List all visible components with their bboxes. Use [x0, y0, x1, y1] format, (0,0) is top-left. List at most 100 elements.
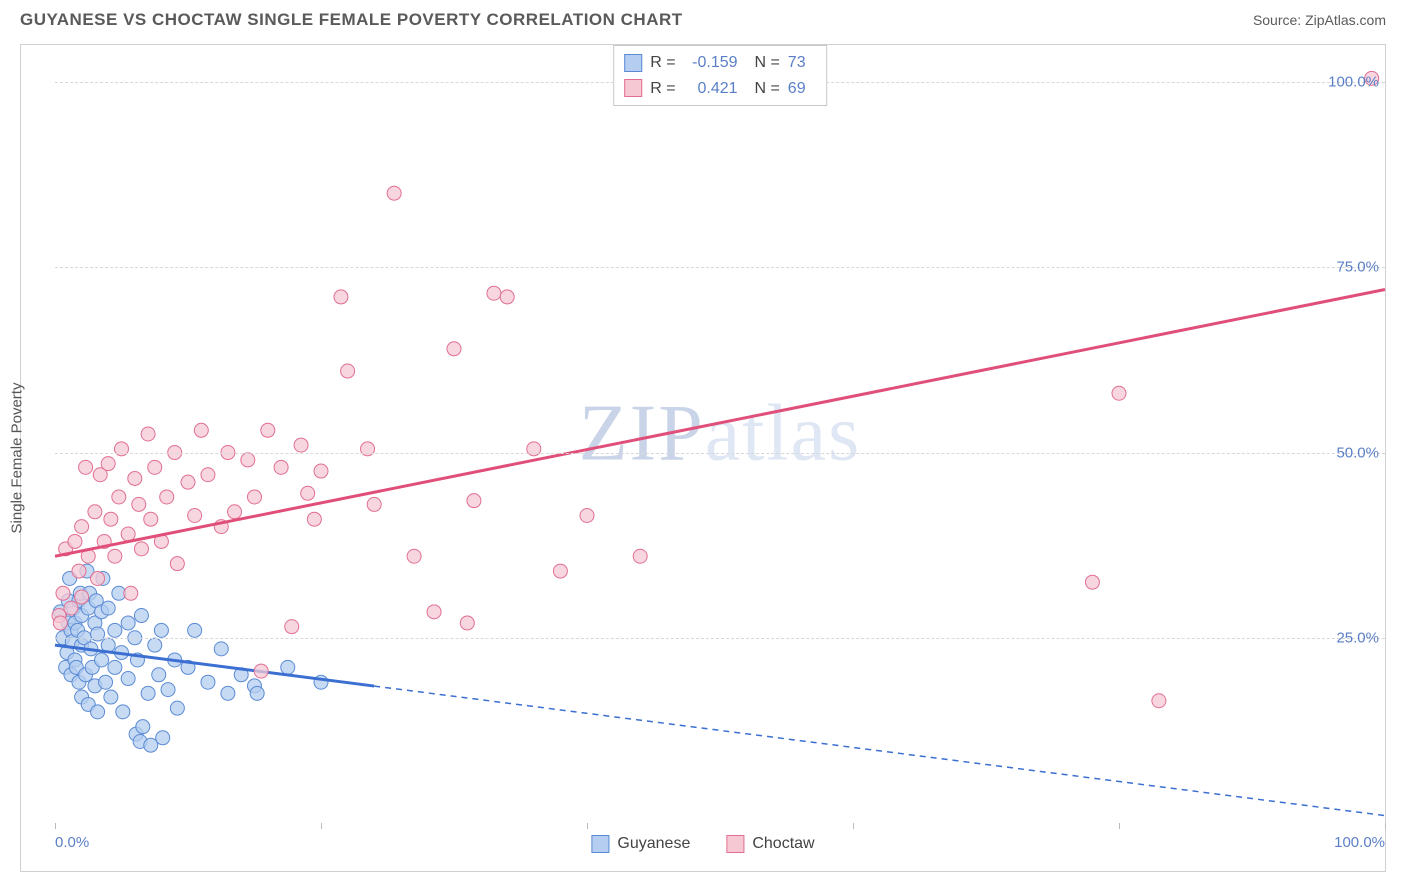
data-point — [91, 705, 105, 719]
data-point — [314, 464, 328, 478]
data-point — [160, 490, 174, 504]
data-point — [121, 616, 135, 630]
data-point — [307, 512, 321, 526]
data-point — [99, 675, 113, 689]
y-tick-label: 25.0% — [1336, 629, 1379, 646]
data-point — [241, 453, 255, 467]
r-value-guyanese: -0.159 — [684, 50, 738, 76]
legend-item-guyanese: Guyanese — [591, 835, 690, 853]
data-point — [281, 660, 295, 674]
data-point — [194, 423, 208, 437]
r-label: R = — [650, 50, 675, 76]
data-point — [115, 442, 129, 456]
data-point — [181, 475, 195, 489]
x-tick — [321, 823, 322, 829]
data-point — [447, 342, 461, 356]
scatter-svg — [55, 45, 1385, 823]
plot-area: ZIPatlas R = -0.159 N = 73 R = 0.421 N =… — [55, 45, 1385, 823]
data-point — [250, 686, 264, 700]
data-point — [188, 509, 202, 523]
data-point — [361, 442, 375, 456]
x-tick — [1119, 823, 1120, 829]
data-point — [75, 590, 89, 604]
legend-row-choctaw: R = 0.421 N = 69 — [624, 76, 816, 102]
data-point — [56, 586, 70, 600]
data-point — [301, 486, 315, 500]
x-tick-label: 0.0% — [55, 834, 89, 851]
trend-line-solid — [55, 290, 1385, 557]
legend-label: Guyanese — [617, 835, 690, 853]
data-point — [112, 490, 126, 504]
data-point — [214, 642, 228, 656]
data-point — [1085, 575, 1099, 589]
data-point — [156, 731, 170, 745]
data-point — [148, 638, 162, 652]
x-tick-label: 100.0% — [1334, 834, 1385, 851]
data-point — [254, 664, 268, 678]
data-point — [91, 571, 105, 585]
data-point — [1152, 694, 1166, 708]
data-point — [367, 497, 381, 511]
legend-row-guyanese: R = -0.159 N = 73 — [624, 50, 816, 76]
data-point — [152, 668, 166, 682]
data-point — [134, 542, 148, 556]
data-point — [228, 505, 242, 519]
source-attribution: Source: ZipAtlas.com — [1253, 12, 1386, 28]
data-point — [108, 549, 122, 563]
data-point — [633, 549, 647, 563]
x-tick — [1385, 823, 1386, 829]
n-value-choctaw: 69 — [788, 76, 816, 102]
y-tick-label: 75.0% — [1336, 259, 1379, 276]
data-point — [144, 738, 158, 752]
data-point — [108, 660, 122, 674]
x-tick — [587, 823, 588, 829]
data-point — [91, 627, 105, 641]
gridline-h — [55, 267, 1385, 268]
swatch-guyanese — [591, 835, 609, 853]
source-name: ZipAtlas.com — [1305, 12, 1386, 28]
swatch-choctaw — [726, 835, 744, 853]
data-point — [341, 364, 355, 378]
legend-item-choctaw: Choctaw — [726, 835, 814, 853]
data-point — [101, 457, 115, 471]
n-value-guyanese: 73 — [788, 50, 816, 76]
data-point — [68, 534, 82, 548]
data-point — [285, 620, 299, 634]
data-point — [170, 557, 184, 571]
data-point — [95, 653, 109, 667]
source-label: Source: — [1253, 12, 1301, 28]
data-point — [53, 616, 67, 630]
legend-label: Choctaw — [752, 835, 814, 853]
r-value-choctaw: 0.421 — [684, 76, 738, 102]
data-point — [134, 609, 148, 623]
data-point — [161, 683, 175, 697]
data-point — [101, 601, 115, 615]
data-point — [201, 468, 215, 482]
data-point — [154, 623, 168, 637]
data-point — [407, 549, 421, 563]
trend-line-dashed — [374, 686, 1385, 816]
data-point — [72, 564, 86, 578]
data-point — [580, 509, 594, 523]
series-legend: Guyanese Choctaw — [591, 835, 814, 853]
gridline-h — [55, 453, 1385, 454]
data-point — [527, 442, 541, 456]
data-point — [148, 460, 162, 474]
data-point — [201, 675, 215, 689]
data-point — [248, 490, 262, 504]
data-point — [487, 286, 501, 300]
data-point — [294, 438, 308, 452]
data-point — [132, 497, 146, 511]
data-point — [460, 616, 474, 630]
chart-header: GUYANESE VS CHOCTAW SINGLE FEMALE POVERT… — [0, 0, 1406, 38]
data-point — [500, 290, 514, 304]
data-point — [88, 505, 102, 519]
data-point — [334, 290, 348, 304]
data-point — [104, 690, 118, 704]
data-point — [108, 623, 122, 637]
x-tick — [853, 823, 854, 829]
data-point — [104, 512, 118, 526]
data-point — [128, 471, 142, 485]
data-point — [64, 601, 78, 615]
data-point — [116, 705, 130, 719]
